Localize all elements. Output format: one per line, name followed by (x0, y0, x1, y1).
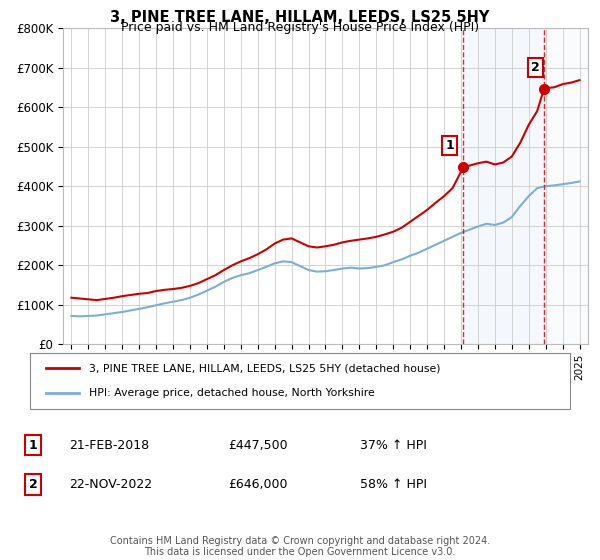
Text: £646,000: £646,000 (228, 478, 287, 491)
Text: 1: 1 (29, 438, 37, 452)
Text: 2: 2 (531, 60, 540, 74)
Text: 3, PINE TREE LANE, HILLAM, LEEDS, LS25 5HY (detached house): 3, PINE TREE LANE, HILLAM, LEEDS, LS25 5… (89, 363, 441, 374)
Text: 22-NOV-2022: 22-NOV-2022 (69, 478, 152, 491)
Text: 2: 2 (29, 478, 37, 491)
Text: Contains HM Land Registry data © Crown copyright and database right 2024.
This d: Contains HM Land Registry data © Crown c… (110, 535, 490, 557)
Text: 58% ↑ HPI: 58% ↑ HPI (360, 478, 427, 491)
Text: 3, PINE TREE LANE, HILLAM, LEEDS, LS25 5HY: 3, PINE TREE LANE, HILLAM, LEEDS, LS25 5… (110, 10, 490, 25)
Text: £447,500: £447,500 (228, 438, 287, 452)
Text: Price paid vs. HM Land Registry's House Price Index (HPI): Price paid vs. HM Land Registry's House … (121, 21, 479, 34)
Text: 1: 1 (445, 139, 454, 152)
Bar (544, 28, 588, 344)
Text: 37% ↑ HPI: 37% ↑ HPI (360, 438, 427, 452)
Bar (463, 28, 544, 344)
Text: HPI: Average price, detached house, North Yorkshire: HPI: Average price, detached house, Nort… (89, 388, 375, 398)
Text: 21-FEB-2018: 21-FEB-2018 (69, 438, 149, 452)
